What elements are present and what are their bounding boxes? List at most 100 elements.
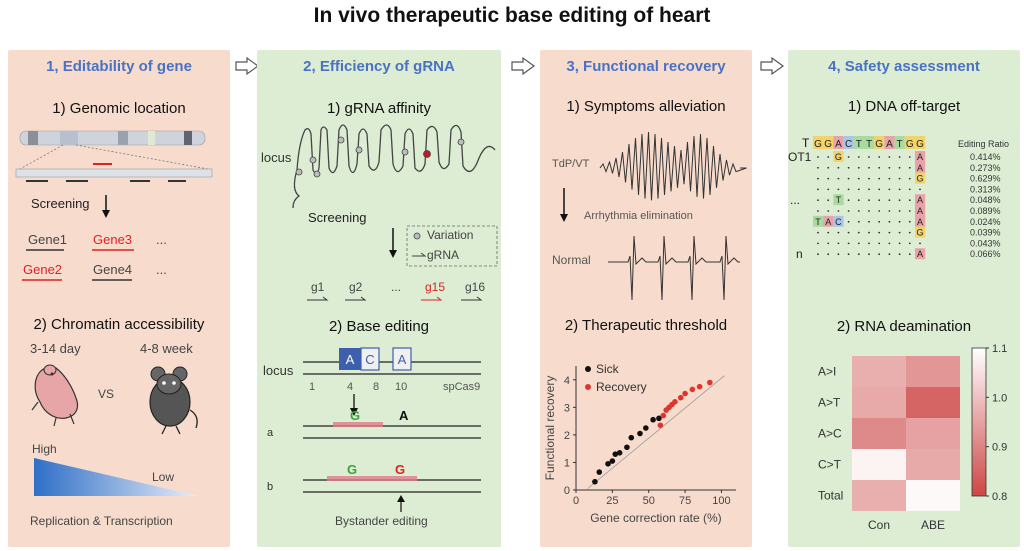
match-dot <box>898 210 901 212</box>
match-dot <box>919 242 921 245</box>
heatmap-cell <box>906 480 960 511</box>
legend-sick-label: Sick <box>596 362 620 376</box>
match-dot <box>898 177 901 180</box>
match-dot <box>857 177 860 180</box>
recovery-point <box>660 412 667 419</box>
match-dot <box>878 199 881 202</box>
base-letter: A <box>398 352 407 367</box>
recovery-point <box>696 383 703 390</box>
match-dot <box>847 220 850 223</box>
seq-base: A <box>886 139 893 150</box>
sick-point <box>637 430 643 437</box>
panel-editability: 1, Editability of gene 1) Genomic locati… <box>8 50 230 547</box>
match-dot <box>837 253 840 256</box>
recovery-point <box>657 422 664 429</box>
legend-recovery-label: Recovery <box>596 380 647 394</box>
match-dot <box>837 210 840 212</box>
gene-label: Gene1 <box>28 232 68 247</box>
sick-point <box>596 469 603 475</box>
ot1-label: OT1 <box>788 150 812 164</box>
high-label: High <box>32 442 57 456</box>
heatmap-row-label: Total <box>818 489 843 503</box>
panel-grna-efficiency: 2, Efficiency of gRNA 1) gRNA affinity l… <box>257 50 501 547</box>
adult-mouse-icon <box>149 366 198 435</box>
seq-lead-base: T <box>802 136 810 150</box>
match-dot <box>837 166 840 169</box>
figure-title: In vivo therapeutic base editing of hear… <box>313 4 711 27</box>
editing-ratio-header: Editing Ratio <box>958 139 1009 149</box>
flow-arrow-icon <box>511 56 536 76</box>
mismatch-base: T <box>815 217 821 227</box>
heatmap-cell <box>852 418 906 449</box>
panel-heading: 3, Functional recovery <box>566 58 726 75</box>
mismatch-base: C <box>835 217 842 227</box>
sick-point <box>609 458 616 464</box>
sick-point <box>650 416 656 423</box>
position-label: 8 <box>373 381 379 393</box>
seq-base: A <box>835 139 842 150</box>
flow-arrow-icon <box>760 56 785 76</box>
match-dot <box>878 177 881 180</box>
match-dot <box>857 231 860 234</box>
match-dot <box>878 253 881 256</box>
match-dot <box>868 210 870 212</box>
mismatch-box <box>813 215 824 227</box>
subheading-threshold: 2) Therapeutic threshold <box>564 317 728 334</box>
match-dot <box>878 156 881 158</box>
mismatch-box <box>915 161 926 173</box>
subheading-grna-affinity: 1) gRNA affinity <box>327 100 431 117</box>
subheading-genomic-location: 1) Genomic location <box>52 100 186 117</box>
colorbar-tick-label: 0.8 <box>992 491 1007 503</box>
gradient-label: Replication & Transcription <box>30 514 173 528</box>
match-dot <box>908 188 911 191</box>
editing-ratio-value: 0.043% <box>970 238 1001 248</box>
age-young-label: 3-14 day <box>30 341 81 356</box>
match-dot <box>857 220 860 223</box>
heatmap-row-label: A>T <box>818 396 841 410</box>
locus-loop-diagram <box>292 124 498 267</box>
gene-label-selected: Gene2 <box>23 262 63 277</box>
editing-ratio-value: 0.048% <box>970 195 1001 205</box>
match-dot <box>888 220 891 223</box>
match-dot <box>837 188 840 191</box>
heatmap-cell <box>852 387 906 418</box>
mismatch-base: A <box>917 249 923 259</box>
recovery-point <box>707 379 713 386</box>
match-dot <box>837 177 840 180</box>
guide-label: ... <box>391 280 402 294</box>
heatmap-cell <box>906 356 960 387</box>
panel-safety: 4, Safety assessment 1) DNA off-target T… <box>788 50 1020 547</box>
heatmap-row-label: C>T <box>818 458 842 472</box>
match-dot <box>827 156 830 158</box>
seq-base: T <box>897 139 903 150</box>
seq-base-box <box>833 136 844 149</box>
editing-ratio-value: 0.414% <box>970 152 1001 162</box>
mismatch-base: A <box>917 163 923 173</box>
colorbar-tick-label: 1.0 <box>992 392 1007 404</box>
screening-label: Screening <box>31 196 90 211</box>
match-dot <box>827 177 830 180</box>
subheading-chromatin: 2) Chromatin accessibility <box>33 316 205 333</box>
panel-functional-recovery: 3, Functional recovery 1) Symptoms allev… <box>540 50 752 547</box>
match-dot <box>908 177 911 180</box>
sick-point <box>616 450 623 456</box>
match-dot <box>827 231 830 234</box>
y-tick-label: 2 <box>564 430 570 442</box>
heatmap-cell <box>852 480 906 511</box>
recovery-point <box>689 386 696 393</box>
match-dot <box>878 210 881 212</box>
age-old-label: 4-8 week <box>140 341 193 356</box>
mismatch-base: A <box>917 217 923 227</box>
mismatch-box <box>833 215 844 227</box>
seq-base-box <box>884 136 895 149</box>
seq-base-box <box>843 136 854 149</box>
y-tick-label: 4 <box>564 375 570 387</box>
match-dot <box>908 220 911 223</box>
seq-base-box <box>894 136 905 149</box>
match-dot <box>898 253 901 256</box>
match-dot <box>847 199 850 202</box>
match-dot <box>888 156 891 158</box>
seq-base-box <box>813 136 824 149</box>
sick-point <box>656 415 662 422</box>
base-letter: C <box>365 352 374 367</box>
